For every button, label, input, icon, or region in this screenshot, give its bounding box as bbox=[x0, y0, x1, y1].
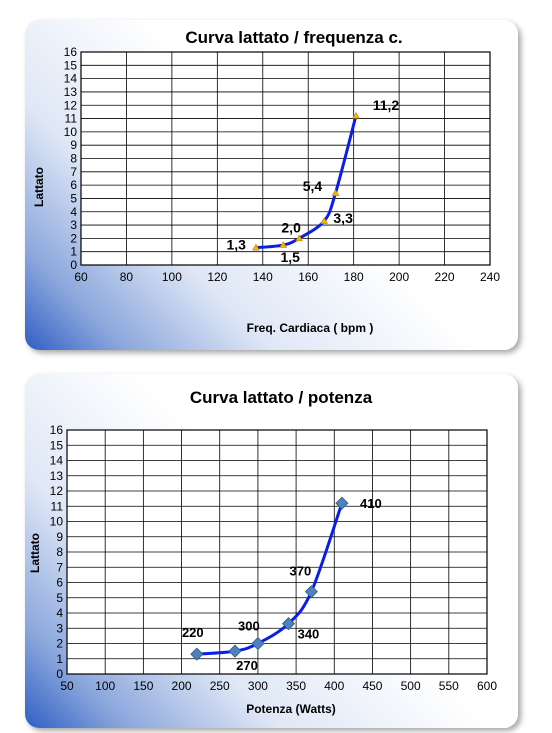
chart1-y-tick-label: 8 bbox=[70, 152, 77, 166]
chart1-y-tick-label: 7 bbox=[70, 165, 77, 179]
chart2-x-tick-label: 250 bbox=[210, 679, 230, 693]
chart2-y-tick-label: 7 bbox=[56, 560, 63, 574]
chart1-y-tick-label: 5 bbox=[70, 191, 77, 205]
chart1-y-tick-label: 15 bbox=[64, 58, 78, 72]
chart1-x-tick-label: 200 bbox=[389, 270, 409, 284]
chart2-y-tick-label: 3 bbox=[56, 621, 63, 635]
chart2-x-tick-label: 600 bbox=[477, 679, 497, 693]
chart2-y-tick-label: 5 bbox=[56, 591, 63, 605]
chart2-x-tick-label: 150 bbox=[133, 679, 153, 693]
chart1-data-label: 3,3 bbox=[333, 210, 353, 226]
chart2-data-label: 300 bbox=[238, 619, 260, 634]
chart2-data-point bbox=[335, 496, 349, 510]
chart2-y-tick-label: 10 bbox=[50, 515, 64, 529]
chart1-y-tick-label: 6 bbox=[70, 178, 77, 192]
chart2-y-tick-label: 15 bbox=[50, 438, 64, 452]
chart2-y-tick-label: 16 bbox=[50, 423, 64, 437]
chart1-y-tick-label: 3 bbox=[70, 218, 77, 232]
chart2-data-label: 270 bbox=[236, 658, 258, 673]
chart2-x-tick-label: 100 bbox=[95, 679, 115, 693]
chart2-y-tick-label: 8 bbox=[56, 545, 63, 559]
chart1-data-label: 1,3 bbox=[226, 237, 246, 253]
chart2-data-label: 410 bbox=[360, 496, 382, 511]
chart2-data-point bbox=[304, 585, 318, 599]
chart1-x-tick-label: 220 bbox=[435, 270, 455, 284]
chart2-x-tick-label: 350 bbox=[286, 679, 306, 693]
chart1-y-tick-label: 10 bbox=[64, 125, 78, 139]
chart1-y-tick-label: 14 bbox=[64, 72, 78, 86]
chart2-data-label: 220 bbox=[182, 625, 204, 640]
chart2-x-tick-label: 200 bbox=[172, 679, 192, 693]
chart2-x-tick-label: 550 bbox=[439, 679, 459, 693]
chart1-x-tick-label: 120 bbox=[207, 270, 227, 284]
chart2-data-point bbox=[251, 636, 265, 651]
chart2-y-tick-label: 4 bbox=[56, 606, 63, 620]
chart1-x-tick-label: 80 bbox=[120, 270, 134, 284]
chart2-y-tick-label: 11 bbox=[51, 499, 64, 513]
chart1-x-tick-label: 240 bbox=[480, 270, 500, 284]
chart2-y-tick-label: 9 bbox=[56, 530, 63, 544]
chart1-data-label: 1,5 bbox=[280, 249, 300, 265]
chart2-y-tick-label: 14 bbox=[50, 454, 64, 468]
chart1-data-label: 5,4 bbox=[303, 178, 323, 194]
chart2-y-tick-label: 0 bbox=[56, 667, 63, 681]
chart2-y-tick-label: 1 bbox=[56, 652, 63, 666]
chart2-x-tick-label: 50 bbox=[60, 679, 74, 693]
chart1-y-tick-label: 4 bbox=[70, 205, 77, 219]
chart1-y-axis-label: Lattato bbox=[32, 167, 46, 207]
chart2-x-tick-label: 400 bbox=[324, 679, 344, 693]
chart1-y-tick-label: 1 bbox=[70, 245, 77, 259]
chart1-x-tick-label: 100 bbox=[162, 270, 182, 284]
chart2-data-label: 340 bbox=[298, 627, 320, 642]
chart1-x-tick-label: 180 bbox=[344, 270, 364, 284]
chart1-y-tick-label: 12 bbox=[64, 98, 78, 112]
chart2-x-axis-label: Potenza (Watts) bbox=[246, 702, 336, 716]
chart2-data-label: 370 bbox=[290, 564, 312, 579]
chart1-y-tick-label: 16 bbox=[64, 45, 78, 59]
chart1-data-label: 2,0 bbox=[281, 219, 301, 235]
chart1-plot-border bbox=[80, 51, 491, 266]
chart2-y-tick-label: 2 bbox=[56, 637, 63, 651]
chart1-title: Curva lattato / frequenza c. bbox=[185, 28, 402, 47]
chart2-y-tick-label: 6 bbox=[56, 576, 63, 590]
chart1-x-tick-label: 60 bbox=[74, 270, 88, 284]
chart1-y-tick-label: 11 bbox=[65, 112, 78, 126]
chart2-x-tick-label: 500 bbox=[401, 679, 421, 693]
chart2-y-axis-label: Lattato bbox=[28, 533, 42, 573]
chart2-y-tick-label: 13 bbox=[50, 469, 64, 483]
chart1-data-point bbox=[279, 241, 288, 248]
chart1-y-tick-label: 0 bbox=[70, 258, 77, 272]
chart1-data-point bbox=[331, 189, 340, 196]
chart1-data-point bbox=[295, 234, 304, 242]
chart1-data-point bbox=[320, 217, 329, 224]
chart2-data-point bbox=[281, 617, 296, 631]
chart1-x-axis-label: Freq. Cardiaca ( bpm ) bbox=[247, 321, 374, 335]
chart2-plot-border bbox=[66, 429, 488, 675]
chart1-y-tick-label: 2 bbox=[70, 231, 77, 245]
chart2-data-point bbox=[190, 647, 204, 661]
chart1-data-point bbox=[352, 111, 360, 119]
chart2-data-point bbox=[228, 644, 242, 658]
chart1-data-label: 11,2 bbox=[373, 97, 400, 113]
chart1-x-tick-label: 160 bbox=[298, 270, 318, 284]
chart2-title: Curva lattato / potenza bbox=[190, 388, 373, 407]
chart1-y-tick-label: 13 bbox=[64, 85, 78, 99]
chart1-y-tick-label: 9 bbox=[70, 138, 77, 152]
chart2-x-tick-label: 300 bbox=[248, 679, 268, 693]
chart1-data-point bbox=[252, 243, 260, 251]
chart1-x-tick-label: 140 bbox=[253, 270, 273, 284]
chart2-y-tick-label: 12 bbox=[50, 484, 64, 498]
chart2-x-tick-label: 450 bbox=[362, 679, 382, 693]
